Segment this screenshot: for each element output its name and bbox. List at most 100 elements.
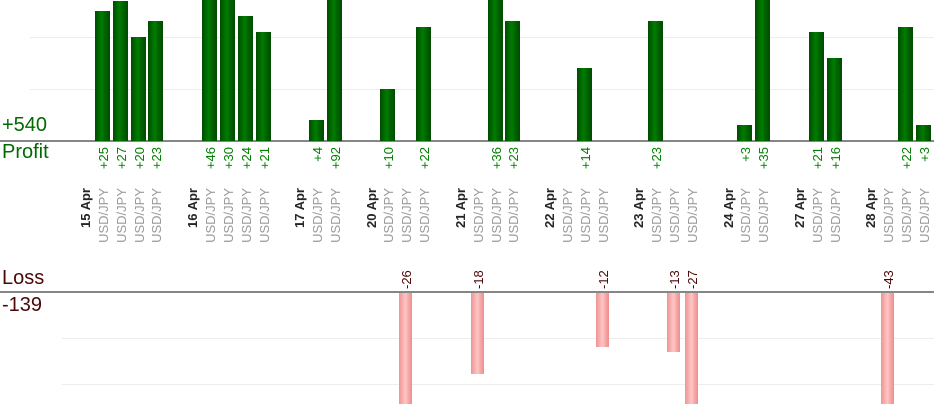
profit-value-label: +25 xyxy=(96,147,111,170)
x-axis-symbol-label: USD/JPY xyxy=(881,188,896,243)
x-axis-symbol-label: USD/JPY xyxy=(649,188,664,243)
profit-value-label: +22 xyxy=(899,147,914,170)
profit-value-label: +3 xyxy=(917,147,932,162)
profit-axis-caption: Profit xyxy=(2,141,49,163)
profit-value-label: +24 xyxy=(239,147,254,170)
x-axis-symbol-label: USD/JPY xyxy=(685,188,700,243)
x-axis-symbol-label: USD/JPY xyxy=(417,188,432,243)
loss-axis-caption: Loss xyxy=(2,267,45,289)
profit-bar xyxy=(327,0,342,141)
loss-bar xyxy=(685,293,698,404)
loss-value-label: -27 xyxy=(685,270,700,289)
profit-bar xyxy=(220,0,235,141)
loss-bar xyxy=(667,293,680,352)
loss-value-label: -43 xyxy=(881,270,896,289)
x-axis-symbol-label: USD/JPY xyxy=(132,188,147,243)
profit-bar xyxy=(809,32,824,141)
profit-gridline xyxy=(30,37,934,38)
loss-value-label: -18 xyxy=(471,270,486,289)
x-axis-symbol-label: USD/JPY xyxy=(96,188,111,243)
x-axis-date-label: 20 Apr xyxy=(364,188,379,228)
profit-value-label: +3 xyxy=(738,147,753,162)
loss-total-label: -139 xyxy=(2,294,43,316)
x-axis-symbol-label: USD/JPY xyxy=(257,188,272,243)
x-axis-symbol-label: USD/JPY xyxy=(578,188,593,243)
x-axis-symbol-label: USD/JPY xyxy=(917,188,932,243)
profit-value-label: +21 xyxy=(257,147,272,170)
x-axis-symbol-label: USD/JPY xyxy=(489,188,504,243)
profit-value-label: +22 xyxy=(417,147,432,170)
x-axis-date-label: 21 Apr xyxy=(453,188,468,228)
x-axis-date-label: 24 Apr xyxy=(721,188,736,228)
x-axis-date-label: 28 Apr xyxy=(863,188,878,228)
profit-bar xyxy=(898,27,913,141)
profit-bar xyxy=(131,37,146,141)
profit-bar xyxy=(916,125,931,141)
profit-bar xyxy=(148,21,163,141)
profit-bar xyxy=(737,125,752,141)
x-axis-date-label: 23 Apr xyxy=(631,188,646,228)
loss-value-label: -26 xyxy=(399,270,414,289)
x-axis-symbol-label: USD/JPY xyxy=(560,188,575,243)
x-axis-symbol-label: USD/JPY xyxy=(149,188,164,243)
profit-value-label: +16 xyxy=(828,147,843,170)
loss-bar xyxy=(596,293,609,347)
profit-value-label: +23 xyxy=(149,147,164,170)
profit-gridline xyxy=(30,89,934,90)
profit-total-label: +540 xyxy=(2,114,48,136)
x-axis-symbol-label: USD/JPY xyxy=(399,188,414,243)
profit-value-label: +92 xyxy=(328,147,343,170)
profit-value-label: +27 xyxy=(114,147,129,170)
x-axis-symbol-label: USD/JPY xyxy=(310,188,325,243)
profit-bar xyxy=(309,120,324,141)
profit-value-label: +14 xyxy=(578,147,593,170)
loss-bar xyxy=(881,293,894,404)
x-axis-symbol-label: USD/JPY xyxy=(114,188,129,243)
loss-value-label: -13 xyxy=(667,270,682,289)
x-axis-date-label: 17 Apr xyxy=(292,188,307,228)
x-axis-symbol-label: USD/JPY xyxy=(828,188,843,243)
profit-value-label: +35 xyxy=(756,147,771,170)
profit-value-label: +23 xyxy=(506,147,521,170)
loss-gridline xyxy=(62,338,934,339)
profit-value-label: +46 xyxy=(203,147,218,170)
loss-gridline xyxy=(62,384,934,385)
x-axis-date-label: 27 Apr xyxy=(792,188,807,228)
loss-bar xyxy=(471,293,484,374)
profit-bar xyxy=(113,1,128,141)
profit-value-label: +36 xyxy=(489,147,504,170)
x-axis-symbol-label: USD/JPY xyxy=(381,188,396,243)
x-axis-symbol-label: USD/JPY xyxy=(756,188,771,243)
profit-bar xyxy=(95,11,110,141)
x-axis-symbol-label: USD/JPY xyxy=(738,188,753,243)
loss-value-label: -12 xyxy=(596,270,611,289)
x-axis-symbol-label: USD/JPY xyxy=(328,188,343,243)
profit-bar xyxy=(202,0,217,141)
x-axis-symbol-label: USD/JPY xyxy=(203,188,218,243)
profit-bar xyxy=(755,0,770,141)
profit-bar xyxy=(238,16,253,141)
profit-value-label: +4 xyxy=(310,147,325,162)
x-axis-date-label: 16 Apr xyxy=(185,188,200,228)
profit-bar xyxy=(827,58,842,141)
x-axis-symbol-label: USD/JPY xyxy=(810,188,825,243)
profit-bar xyxy=(505,21,520,141)
x-axis-symbol-label: USD/JPY xyxy=(596,188,611,243)
loss-bar xyxy=(399,293,412,404)
x-axis-symbol-label: USD/JPY xyxy=(506,188,521,243)
profit-axis-line xyxy=(0,140,934,142)
profit-bar xyxy=(256,32,271,141)
profit-bar xyxy=(380,89,395,141)
profit-bar xyxy=(577,68,592,141)
x-axis-date-label: 22 Apr xyxy=(542,188,557,228)
x-axis-symbol-label: USD/JPY xyxy=(239,188,254,243)
profit-bar xyxy=(416,27,431,141)
profit-value-label: +30 xyxy=(221,147,236,170)
x-axis-symbol-label: USD/JPY xyxy=(667,188,682,243)
profit-bar xyxy=(488,0,503,141)
loss-axis-line xyxy=(0,291,934,293)
profit-value-label: +21 xyxy=(810,147,825,170)
x-axis-date-label: 15 Apr xyxy=(78,188,93,228)
x-axis-symbol-label: USD/JPY xyxy=(899,188,914,243)
